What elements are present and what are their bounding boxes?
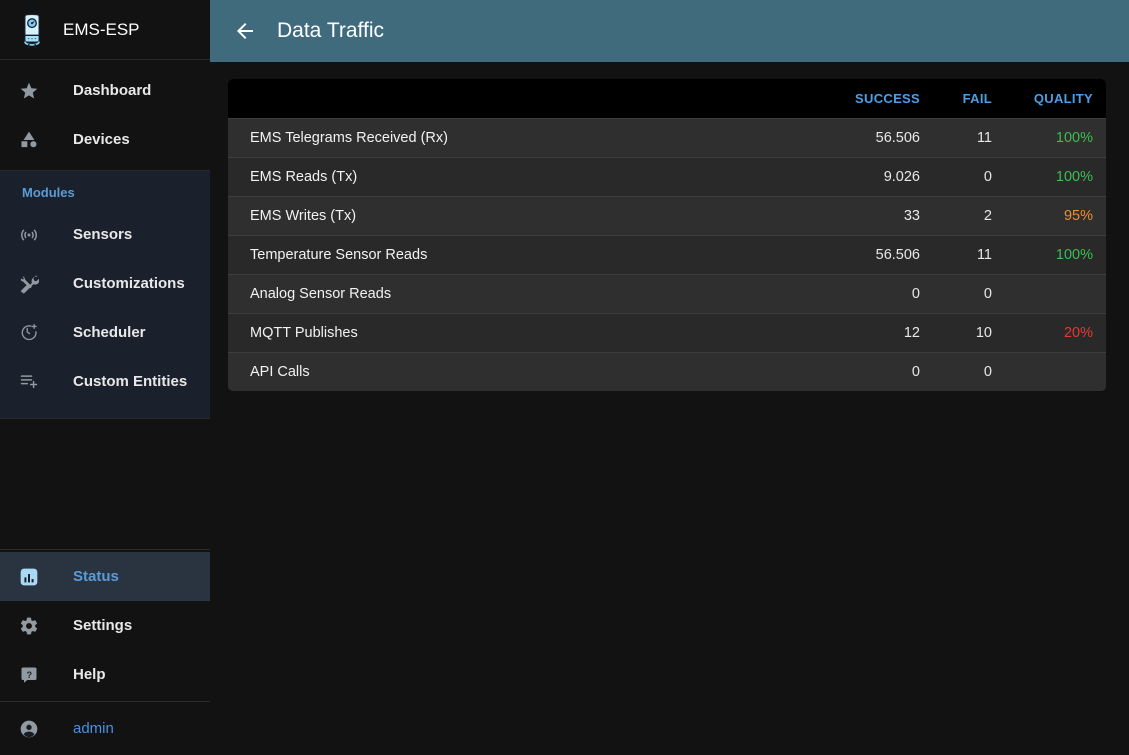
svg-text:?: ? <box>26 669 32 679</box>
